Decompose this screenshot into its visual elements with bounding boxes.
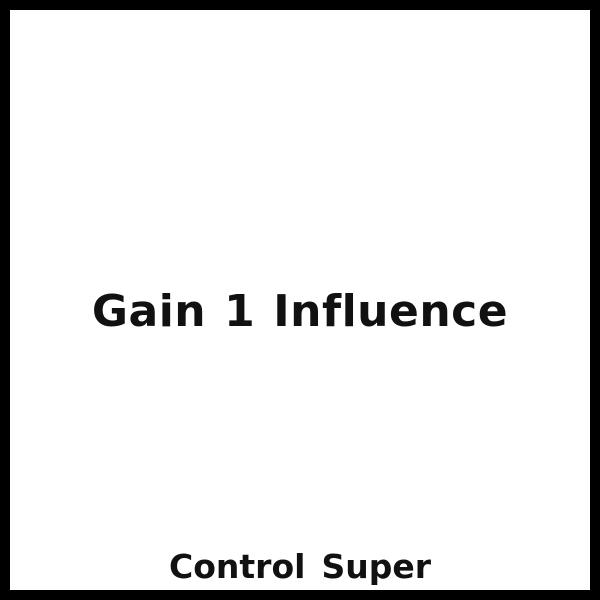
card-tag-super: Super [321, 547, 431, 586]
effect-verb: Gain [91, 286, 207, 337]
effect-amount: 1 [224, 286, 256, 337]
card-tag-control: Control [169, 547, 306, 586]
effect-resource: Influence [273, 286, 509, 337]
card-effect-text: Gain 1 Influence [10, 280, 590, 344]
card-tags: Control Super [10, 542, 590, 592]
